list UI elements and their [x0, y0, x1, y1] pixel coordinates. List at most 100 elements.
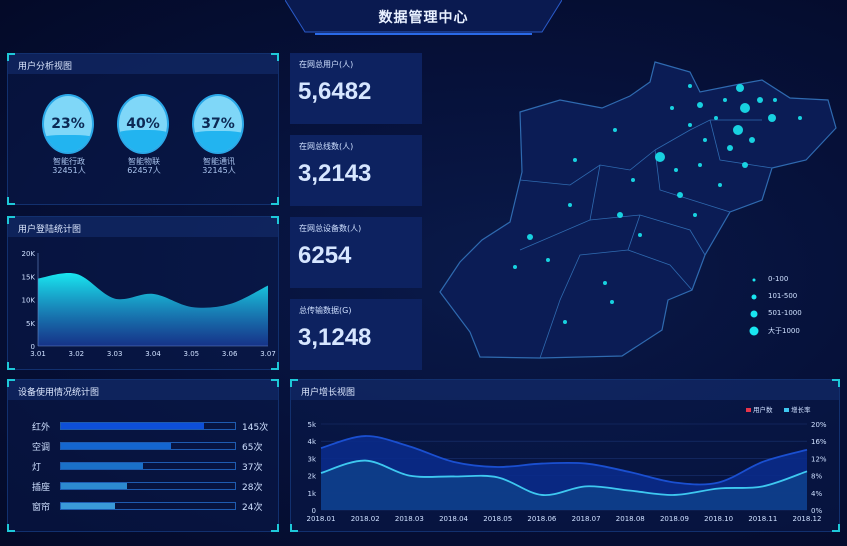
page-title: 数据管理中心	[378, 10, 469, 26]
gauge-name: 智能行政	[53, 157, 85, 166]
x-tick-label: 2018.07	[572, 515, 601, 523]
login-chart: 0 5K 10K 15K 20K 3.01 3.02 3.03 3.04 3.05 3.06 3.07	[22, 250, 276, 358]
stat-card: 在网总线数(人) 3,2143	[290, 135, 422, 206]
liquid-gauge: 37%	[192, 94, 244, 154]
y-left-tick-label: 4k	[307, 438, 316, 446]
gauge-name: 智能物联	[128, 157, 160, 166]
stat-value: 3,1248	[298, 324, 372, 351]
stat-card: 在网总用户(人) 5,6482	[290, 53, 422, 124]
series-area	[321, 460, 807, 510]
x-tick-label: 2018.12	[793, 515, 822, 523]
y-left-tick-label: 0	[312, 507, 316, 515]
x-tick-label: 2018.09	[660, 515, 689, 523]
y-left-tick-label: 1k	[307, 490, 316, 498]
x-tick-label: 2018.05	[483, 515, 512, 523]
panel-title: 设备使用情况统计图	[8, 380, 278, 400]
gauge-name: 智能通讯	[203, 157, 235, 166]
device-count: 37次	[242, 463, 263, 473]
y-right-tick-label: 12%	[811, 455, 827, 463]
liquid-gauge: 40%	[117, 94, 169, 154]
device-count: 28次	[242, 483, 263, 493]
gauge-count: 62457人	[127, 166, 161, 175]
legend-label: 用户数	[753, 405, 773, 414]
gauge-count: 32145人	[202, 166, 236, 175]
header-frame	[285, 0, 562, 35]
panel-title: 用户分析视图	[8, 54, 278, 74]
y-tick-label: 0	[31, 343, 35, 351]
stat-label: 总传输数据(G)	[299, 306, 352, 315]
device-name: 插座	[32, 483, 51, 493]
y-tick-label: 10K	[22, 297, 36, 305]
y-tick-label: 15K	[22, 273, 36, 281]
bar-fill	[61, 423, 204, 429]
panel-title: 用户登陆统计图	[8, 217, 278, 237]
y-right-tick-label: 4%	[811, 490, 822, 498]
legend-swatch	[746, 408, 751, 412]
device-usage-panel: 设备使用情况统计图 红外 145次 空调 65次灯 37次插座 28次窗帘 24次	[7, 379, 279, 532]
x-tick-label: 2018.04	[439, 515, 468, 523]
x-tick-label: 2018.02	[351, 515, 380, 523]
stat-value: 3,2143	[298, 160, 372, 187]
map-legend-label: 501-1000	[768, 309, 802, 317]
series-line	[320, 435, 808, 486]
device-name: 空调	[32, 443, 51, 453]
y-left-tick-label: 2k	[307, 473, 316, 481]
x-tick-label: 3.04	[145, 350, 161, 358]
x-tick-label: 2018.10	[704, 515, 733, 523]
gauge-item: 23% 智能行政 32451人	[42, 94, 96, 175]
header: 数据管理中心	[285, 0, 562, 36]
bar-fill	[61, 503, 115, 509]
gauge-fill	[44, 135, 92, 152]
stat-label: 在网总线数(人)	[299, 142, 354, 151]
bar-fill	[61, 443, 171, 449]
user-analysis-panel: 用户分析视图 23% 智能行政 32451人 40% 智能物联 62457人 37% 智能通讯…	[7, 53, 279, 205]
device-count: 65次	[242, 443, 263, 453]
bar-track	[60, 462, 236, 470]
x-tick-label: 3.02	[69, 350, 85, 358]
y-right-tick-label: 8%	[811, 473, 822, 481]
bar-track	[60, 502, 236, 510]
bar-track	[60, 482, 236, 490]
series-line	[320, 459, 808, 496]
stat-card: 在网总设备数(人) 6254	[290, 217, 422, 288]
gauge-item: 37% 智能通讯 32145人	[192, 94, 246, 175]
device-bar-row: 窗帘 24次	[32, 500, 272, 513]
legend-label: 增长率	[791, 405, 811, 414]
y-left-tick-label: 3k	[307, 455, 316, 463]
map-legend-label: 大于1000	[768, 327, 800, 335]
gauge-percent: 37%	[201, 116, 235, 132]
y-tick-label: 5K	[26, 320, 35, 328]
x-tick-label: 3.01	[30, 350, 46, 358]
device-bar-row: 灯 37次	[32, 460, 272, 473]
y-right-tick-label: 16%	[811, 438, 827, 446]
x-tick-label: 2018.01	[307, 515, 336, 523]
device-name: 灯	[32, 463, 42, 473]
gauge-percent: 23%	[51, 116, 85, 132]
device-count: 145次	[242, 423, 269, 433]
bar-fill	[61, 463, 143, 469]
gauge-percent: 40%	[126, 116, 160, 132]
map-legend-label: 0-100	[768, 275, 789, 283]
bar-track	[60, 422, 236, 430]
y-right-tick-label: 0%	[811, 507, 822, 515]
x-tick-label: 3.05	[184, 350, 200, 358]
login-stats-panel: 用户登陆统计图 0 5K 10K 15K 20K 3.01 3.02 3.03 3.04 3.05…	[7, 216, 279, 370]
device-name: 窗帘	[32, 503, 51, 513]
bar-track	[60, 442, 236, 450]
stat-label: 在网总用户(人)	[299, 60, 354, 69]
stat-card: 总传输数据(G) 3,1248	[290, 299, 422, 370]
panel-title: 用户增长视图	[291, 380, 839, 400]
map-legend-label: 101-500	[768, 292, 798, 300]
device-bar-row: 红外 145次	[32, 420, 272, 433]
legend-swatch	[784, 408, 789, 412]
x-tick-label: 2018.03	[395, 515, 424, 523]
growth-chart: 0 0% 1k 4% 2k 8% 3k 12% 4k 16% 5k 20% 用户数 增长率 2018.01 2…	[307, 405, 827, 523]
bar-fill	[61, 483, 128, 489]
gauge-count: 32451人	[52, 166, 86, 175]
x-tick-label: 3.07	[260, 350, 276, 358]
gauge-fill	[194, 131, 242, 152]
device-bar-row: 插座 28次	[32, 480, 272, 493]
login-area	[38, 273, 268, 346]
y-right-tick-label: 20%	[811, 421, 827, 429]
stat-value: 6254	[298, 242, 352, 269]
